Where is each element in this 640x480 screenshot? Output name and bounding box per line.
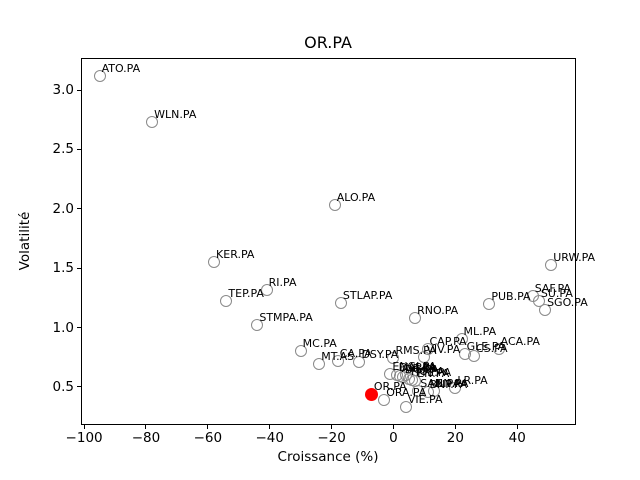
y-tick-mark: [77, 89, 81, 91]
x-tick-label: 40: [508, 430, 526, 446]
scatter-point-label: BNP.PA: [429, 377, 468, 391]
scatter-point-label: EN.PA: [417, 367, 450, 381]
y-tick-mark: [77, 327, 81, 329]
scatter-point: [378, 394, 391, 407]
scatter-point: [409, 312, 422, 325]
scatter-point: [260, 283, 273, 296]
scatter-point-label: BN.PA: [435, 376, 469, 390]
scatter-point: [251, 319, 264, 332]
scatter-point-label: ALO.PA: [336, 191, 376, 205]
scatter-point-label: SAF.PA: [534, 281, 571, 295]
y-tick-mark: [77, 386, 81, 388]
scatter-point-label: ML.PA: [463, 325, 497, 339]
scatter-point: [334, 296, 347, 309]
scatter-point: [146, 116, 159, 129]
y-tick-label: 1.0: [52, 319, 74, 336]
x-tick-mark: [269, 425, 271, 429]
y-tick-mark: [77, 267, 81, 269]
scatter-point: [294, 345, 307, 358]
scatter-point-label: VIV.PA: [426, 343, 461, 357]
highlighted-point-label: OR.PA: [373, 380, 407, 394]
x-tick-mark: [392, 425, 394, 429]
scatter-point-label: DSY.PA: [361, 348, 399, 362]
scatter-point: [93, 69, 106, 82]
scatter-point-label: ATO.PA: [101, 61, 141, 75]
scatter-point: [418, 351, 431, 364]
scatter-point-label: STMPA.PA: [259, 311, 313, 325]
scatter-point-label: RNO.PA: [417, 304, 459, 318]
scatter-point: [483, 297, 496, 310]
scatter-point-label: LR.PA: [457, 374, 488, 388]
x-tick-label: 0: [389, 430, 398, 446]
y-tick-label: 2.5: [52, 141, 74, 158]
scatter-point-label: SAN.PA: [420, 376, 461, 390]
x-tick-mark: [83, 425, 85, 429]
scatter-point-label: RI.PA: [268, 275, 297, 289]
scatter-point-label: AIR.PA: [401, 362, 437, 376]
x-tick-mark: [207, 425, 209, 429]
x-tick-label: −100: [65, 430, 103, 446]
scatter-point-label: PUB.PA: [491, 289, 531, 303]
highlighted-point: [365, 387, 379, 401]
y-axis-label: Volatilité: [17, 211, 33, 271]
scatter-point-label: SGO.PA: [547, 295, 588, 309]
x-tick-label: −40: [255, 430, 284, 446]
x-tick-label: −20: [317, 430, 346, 446]
scatter-point-label: MT.AS: [321, 350, 355, 364]
scatter-point-label: STLAP.PA: [342, 288, 393, 302]
scatter-point-label: URW.PA: [553, 250, 596, 264]
scatter-point-label: HO.PA: [410, 364, 445, 378]
scatter-point: [313, 358, 326, 371]
scatter-point: [532, 295, 545, 308]
scatter-point-label: DG.PA: [404, 363, 439, 377]
scatter-point: [467, 350, 480, 363]
x-tick-mark: [454, 425, 456, 429]
scatter-point: [220, 295, 233, 308]
scatter-point-label: TEP.PA: [228, 287, 264, 301]
scatter-point: [399, 401, 412, 414]
x-tick-label: −80: [131, 430, 161, 446]
scatter-point: [455, 333, 468, 346]
scatter-point: [539, 303, 552, 316]
scatter-point: [331, 354, 344, 367]
scatter-point: [421, 385, 434, 398]
scatter-point-label: RMS.PA: [395, 344, 437, 358]
scatter-point-label: EL.PA: [398, 361, 429, 375]
y-tick-mark: [77, 148, 81, 150]
scatter-point: [208, 256, 221, 269]
scatter-point-label: WLN.PA: [154, 108, 197, 122]
scatter-point-label: KER.PA: [216, 248, 255, 262]
scatter-point-label: TTE.PA: [414, 365, 452, 379]
scatter-point-label: ENGI.PA: [392, 359, 437, 373]
scatter-point-label: ORA.PA: [386, 386, 427, 400]
y-tick-mark: [77, 208, 81, 210]
x-tick-mark: [516, 425, 518, 429]
scatter-point: [492, 342, 505, 355]
chart-title: OR.PA: [304, 33, 352, 52]
x-axis-label: Croissance (%): [277, 449, 379, 465]
scatter-point: [328, 199, 341, 212]
scatter-point-label: CAP.PA: [429, 334, 467, 348]
y-tick-label: 0.5: [52, 378, 74, 395]
scatter-point-label: MC.PA: [302, 337, 337, 351]
y-tick-label: 3.0: [52, 82, 74, 99]
scatter-point: [449, 382, 462, 395]
scatter-point-label: ACA.PA: [500, 334, 540, 348]
scatter-point-label: CA.PA: [339, 346, 372, 360]
x-tick-label: 20: [446, 430, 464, 446]
x-tick-mark: [145, 425, 147, 429]
x-tick-mark: [331, 425, 333, 429]
scatter-point: [545, 258, 558, 271]
y-tick-label: 2.0: [52, 200, 74, 217]
x-tick-label: −60: [193, 430, 223, 446]
scatter-point-label: VIE.PA: [407, 393, 443, 407]
scatter-point: [353, 356, 366, 369]
y-tick-label: 1.5: [52, 260, 74, 277]
plot-area: [81, 58, 576, 425]
scatter-point-label: CS.PA: [475, 342, 508, 356]
scatter-point-label: SU.PA: [540, 287, 573, 301]
scatter-point-label: AI.PA: [407, 361, 436, 375]
scatter-point-label: GLE.PA: [466, 339, 506, 353]
